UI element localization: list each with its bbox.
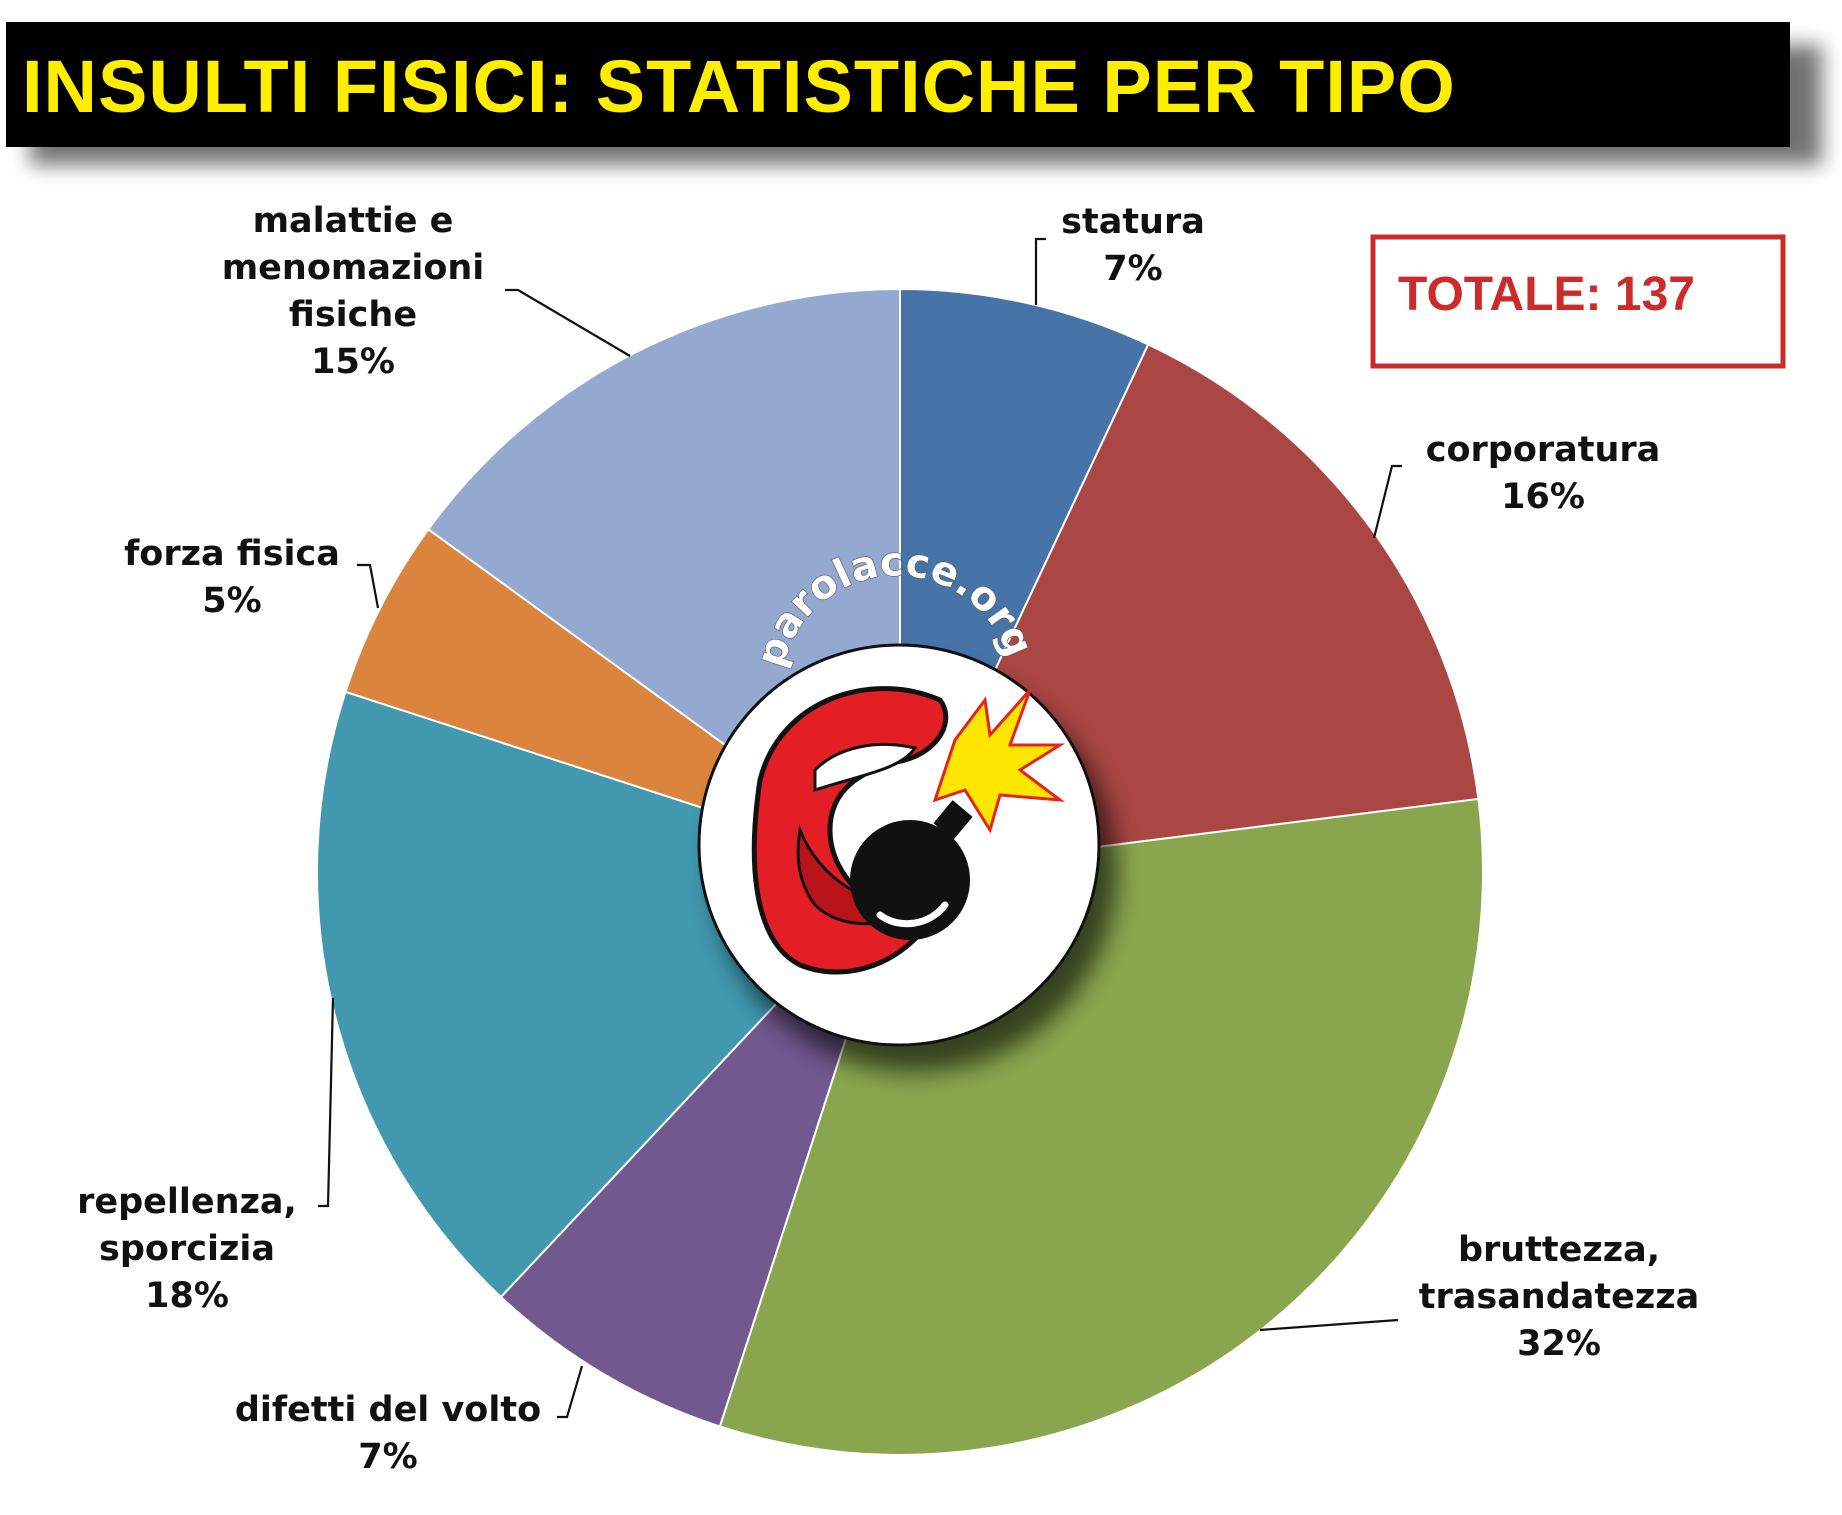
leader-line-3 (557, 1365, 584, 1419)
slice-name-label-2: bruttezza, (1458, 1230, 1660, 1270)
slice-percent-label-5: 5% (202, 581, 261, 621)
leader-line-4 (318, 997, 335, 1208)
slice-labels: statura 7% corporatura 16% bruttezza, trasand… (77, 201, 1699, 1477)
slice-name-label-4: sporcizia (99, 1229, 275, 1269)
slice-name-label-5: forza fisica (124, 534, 340, 574)
slice-percent-label-4: 18% (145, 1276, 229, 1316)
slice-percent-label-6: 15% (311, 342, 395, 382)
slice-percent-label-2: 32% (1517, 1324, 1601, 1364)
slice-name-label-0: statura (1061, 202, 1205, 242)
slice-percent-label-1: 16% (1501, 477, 1585, 517)
slice-name-label-1: corporatura (1426, 430, 1661, 470)
bomb-highlight (876, 901, 949, 928)
slice-percent-label-0: 7% (1103, 249, 1162, 289)
leader-line-1 (1372, 464, 1402, 539)
spark-shape (932, 689, 1066, 834)
slice-name-label-4: repellenza, (77, 1182, 297, 1222)
mouth-bomb-icon (751, 686, 1066, 975)
title-banner-background (6, 22, 1790, 147)
leader-line-2 (1259, 1318, 1399, 1332)
bomb-fuse (933, 800, 973, 840)
title-banner: INSULTI FISICI: STATISTICHE PER TIPO (6, 22, 1822, 165)
leader-lines (318, 237, 1402, 1419)
leader-line-0 (1034, 237, 1046, 305)
slice-percent-label-3: 7% (358, 1437, 417, 1477)
slice-name-label-6: malattie e (253, 201, 454, 241)
slice-name-label-6: fisiche (289, 295, 417, 335)
total-box: TOTALE: 137 (1370, 234, 1786, 369)
slice-name-label-2: trasandatezza (1419, 1277, 1699, 1317)
slice-name-label-6: menomazioni (222, 248, 485, 288)
total-box-border (1370, 234, 1786, 369)
teeth-shape (813, 742, 918, 793)
chart-title: INSULTI FISICI: STATISTICHE PER TIPO (22, 45, 1456, 128)
slice-name-label-3: difetti del volto (235, 1390, 541, 1430)
leader-line-5 (357, 563, 380, 609)
leader-line-6 (505, 288, 631, 357)
total-label: TOTALE: 137 (1398, 268, 1695, 321)
